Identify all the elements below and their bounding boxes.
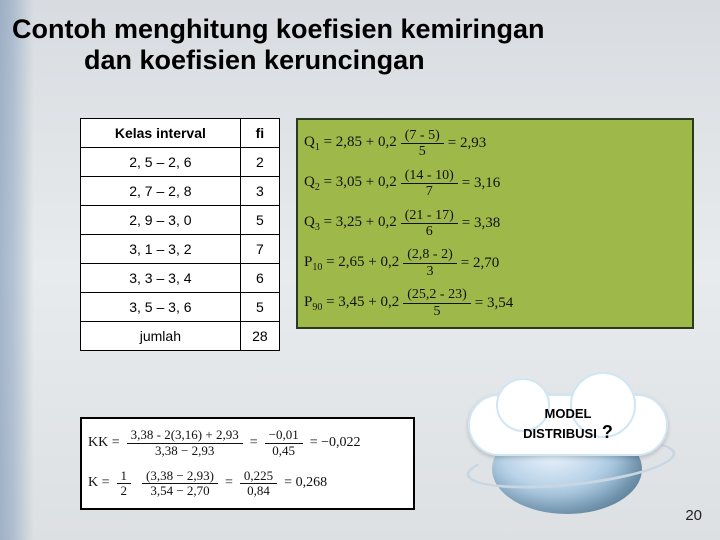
frac-den: 0,84 [243,484,274,498]
q-sub: 90 [312,302,322,313]
cell-fi: 6 [240,264,279,293]
k-row: K = 12 (3,38 − 2,93)3,54 − 2,70 = 0,2250… [88,469,407,499]
fraction: 3,38 - 2(3,16) + 2,933,38 − 2,93 [127,428,243,458]
fraction-half: 12 [117,469,132,499]
eq-sign: = [250,436,258,451]
model-callout: MODEL DISTRIBUSI ? [452,394,682,514]
frac-num: −0,01 [265,428,303,443]
fraction: (25,2 - 23)5 [403,287,471,319]
frac-den: 3,54 − 2,70 [146,484,213,498]
table-row: 2, 5 – 2, 62 [81,148,280,177]
frac-num: (25,2 - 23) [403,287,471,303]
fraction: 0,2250,84 [240,469,277,499]
table-row: 2, 7 – 2, 83 [81,177,280,206]
cloud-icon: MODEL DISTRIBUSI ? [468,394,668,456]
cell-interval: 2, 7 – 2, 8 [81,177,241,206]
cell-fi: 5 [240,206,279,235]
cell-interval: 3, 3 – 3, 4 [81,264,241,293]
k-lhs: K = [88,476,110,491]
q-pre: = 3,25 + 0,2 [320,214,397,230]
frac-num: (3,38 − 2,93) [142,469,218,484]
quartile-box: Q1 = 2,85 + 0,2 (7 - 5)5 = 2,93 Q2 = 3,0… [296,118,694,329]
table-row: 3, 5 – 3, 65 [81,293,280,322]
frac-den: 2 [117,484,132,498]
cloud-line1: MODEL [545,406,592,421]
frac-den: 6 [422,224,437,239]
cloud-qmark: ? [597,422,613,442]
q-result: = 3,54 [475,295,513,312]
cell-interval: 3, 5 – 3, 6 [81,293,241,322]
cell-total-value: 28 [240,322,279,351]
frac-den: 3 [423,264,438,279]
quartile-row: Q1 = 2,85 + 0,2 (7 - 5)5 = 2,93 [304,124,686,164]
quartile-row: Q2 = 3,05 + 0,2 (14 - 10)7 = 3,16 [304,164,686,204]
q-sym: Q [304,214,315,230]
q-sym: Q [304,134,315,150]
frac-num: (2,8 - 2) [403,247,457,263]
fraction: (21 - 17)6 [401,208,458,240]
cell-interval: 2, 5 – 2, 6 [81,148,241,177]
q-pre: = 3,05 + 0,2 [320,174,397,190]
table-row: 3, 1 – 3, 27 [81,235,280,264]
sidebar-accent [0,0,34,540]
title-line2: dan koefisien keruncingan [12,45,708,76]
frac-num: (14 - 10) [401,168,458,184]
frac-num: 1 [117,469,132,484]
eq-sign: = [225,476,233,491]
cell-total-label: jumlah [81,322,241,351]
q-pre: = 2,85 + 0,2 [320,134,397,150]
cell-fi: 5 [240,293,279,322]
frac-den: 0,45 [268,444,299,458]
cloud-line2: DISTRIBUSI [523,426,597,441]
q-result: = 3,16 [462,175,500,192]
frequency-table: Kelas interval fi 2, 5 – 2, 62 2, 7 – 2,… [80,118,280,351]
k-result: = 0,268 [284,476,327,491]
q-pre: = 3,45 + 0,2 [322,294,399,310]
fraction: (14 - 10)7 [401,168,458,200]
table-header-row: Kelas interval fi [81,119,280,148]
table-row: 2, 9 – 3, 05 [81,206,280,235]
fraction: (2,8 - 2)3 [403,247,457,279]
cell-interval: 3, 1 – 3, 2 [81,235,241,264]
cell-fi: 7 [240,235,279,264]
frac-den: 5 [415,144,430,159]
q-result: = 3,38 [462,215,500,232]
fraction: (3,38 − 2,93)3,54 − 2,70 [142,469,218,499]
cloud-text: MODEL DISTRIBUSI ? [523,407,613,443]
table-total-row: jumlah28 [81,322,280,351]
q-sym: Q [304,174,315,190]
frac-num: 0,225 [240,469,277,484]
frac-num: 3,38 - 2(3,16) + 2,93 [127,428,243,443]
percentile-row: P10 = 2,65 + 0,2 (2,8 - 2)3 = 2,70 [304,243,686,283]
cell-fi: 3 [240,177,279,206]
fraction: (7 - 5)5 [401,128,444,160]
q-pre: = 2,65 + 0,2 [322,254,399,270]
percentile-row: P90 = 3,45 + 0,2 (25,2 - 23)5 = 3,54 [304,283,686,323]
frac-num: (21 - 17) [401,208,458,224]
kk-formula-box: KK = 3,38 - 2(3,16) + 2,933,38 − 2,93 = … [80,417,415,510]
page-number: 20 [685,507,702,524]
frac-den: 3,38 − 2,93 [151,444,218,458]
kk-row: KK = 3,38 - 2(3,16) + 2,933,38 − 2,93 = … [88,428,407,458]
q-sub: 10 [312,262,322,273]
q-result: = 2,93 [448,135,486,152]
fraction: −0,010,45 [265,428,303,458]
frac-den: 5 [430,304,445,319]
kk-lhs: KK = [88,436,120,451]
col-header-fi: fi [240,119,279,148]
cell-interval: 2, 9 – 3, 0 [81,206,241,235]
q-result: = 2,70 [461,255,499,272]
frac-den: 7 [422,184,437,199]
frac-num: (7 - 5) [401,128,444,144]
quartile-row: Q3 = 3,25 + 0,2 (21 - 17)6 = 3,38 [304,204,686,244]
kk-result: = −0,022 [310,436,361,451]
title-line1: Contoh menghitung koefisien kemiringan [12,14,545,44]
slide-title: Contoh menghitung koefisien kemiringan d… [12,14,708,76]
col-header-interval: Kelas interval [81,119,241,148]
table-row: 3, 3 – 3, 46 [81,264,280,293]
cell-fi: 2 [240,148,279,177]
